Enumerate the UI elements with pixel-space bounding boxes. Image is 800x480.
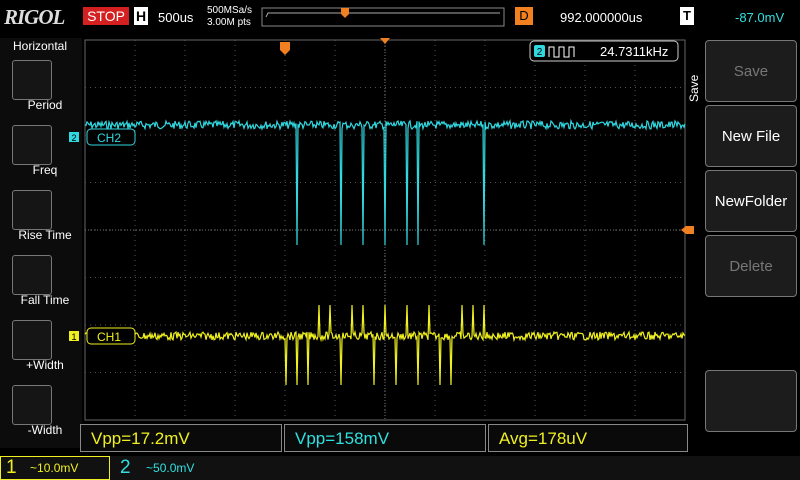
- waveform: [84, 118, 686, 246]
- counter-channel-number: 2: [537, 47, 543, 58]
- channel-marker-number: 1: [71, 332, 76, 342]
- counter-icon: [548, 46, 575, 58]
- menu-icon[interactable]: [12, 320, 52, 360]
- sample-rate: 500MSa/s: [207, 5, 253, 16]
- menu-button[interactable]: New File: [705, 105, 797, 167]
- channel-marker: [69, 331, 79, 341]
- memory-bar: [261, 7, 505, 27]
- menu-button[interactable]: Save: [705, 40, 797, 102]
- trigger-label: T: [680, 7, 694, 25]
- menu-item[interactable]: Freq: [32, 163, 58, 177]
- counter-channel: [534, 45, 545, 57]
- channel-tag: [86, 128, 136, 146]
- channel-tag: [86, 327, 136, 345]
- channel-marker: [69, 132, 79, 142]
- menu-icon[interactable]: [12, 385, 52, 425]
- menu-title: Horizontal: [12, 39, 68, 53]
- ch1-scale: ~10.0mV: [30, 461, 79, 475]
- ch2-scale: ~50.0mV: [146, 461, 195, 475]
- channel-tag-label: CH1: [97, 330, 121, 344]
- delay-label: D: [515, 7, 533, 25]
- left-menu: [0, 38, 82, 448]
- menu-item[interactable]: Fall Time: [20, 293, 70, 307]
- trigger-level[interactable]: -87.0mV: [735, 10, 785, 25]
- waveform: [84, 304, 686, 386]
- delay[interactable]: 992.000000us: [560, 10, 643, 25]
- ch1-number: 1: [6, 457, 17, 478]
- run-status[interactable]: STOP: [83, 7, 129, 25]
- menu-item[interactable]: +Width: [26, 358, 64, 372]
- timebase-label: H: [134, 7, 148, 25]
- memory-depth: 3.00M pts: [207, 17, 251, 28]
- logo: RIGOL: [4, 5, 65, 29]
- ch1-scale-value: 10.0mV: [37, 461, 79, 475]
- menu-item[interactable]: Period: [27, 98, 63, 112]
- counter-box: [529, 40, 679, 62]
- frequency-value: 24.7311kHz: [600, 44, 668, 59]
- menu-button[interactable]: Delete: [705, 235, 797, 297]
- back-button[interactable]: [705, 370, 797, 432]
- ch2-number: 2: [120, 457, 131, 478]
- measurement: Avg=178uV: [488, 424, 688, 452]
- trigger-position: [341, 8, 349, 18]
- trigger-marker: [280, 42, 290, 55]
- menu-icon[interactable]: [12, 190, 52, 230]
- channel-tag-label: CH2: [97, 131, 121, 145]
- trigger-marker: [380, 38, 390, 44]
- ch2-scale-value: 50.0mV: [153, 461, 195, 475]
- menu-item[interactable]: Rise Time: [18, 228, 72, 242]
- menu-icon[interactable]: [12, 255, 52, 295]
- measurement: Vpp=17.2mV: [80, 424, 282, 452]
- status-bar: [0, 456, 800, 480]
- menu-icon[interactable]: [12, 125, 52, 165]
- menu-item[interactable]: -Width: [27, 423, 63, 437]
- timebase[interactable]: 500us: [158, 10, 194, 25]
- channel-marker-number: 2: [71, 133, 76, 143]
- trigger-level-marker: [681, 226, 694, 234]
- menu-button[interactable]: NewFolder: [705, 170, 797, 232]
- measurement: Vpp=158mV: [284, 424, 486, 452]
- memory-wave: [265, 12, 500, 18]
- menu-icon[interactable]: [12, 60, 52, 100]
